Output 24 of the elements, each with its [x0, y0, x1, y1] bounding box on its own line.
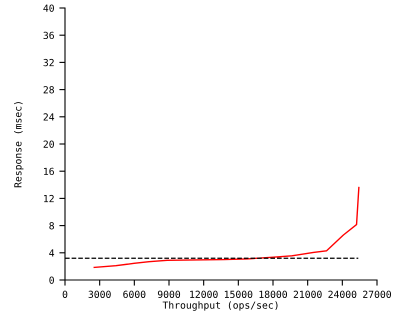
x-tick-label: 3000: [88, 290, 111, 298]
x-tick-label: 18000: [260, 290, 288, 298]
x-axis-title: Throughput (ops/sec): [162, 301, 278, 311]
y-tick-label: 20: [44, 140, 54, 148]
y-tick-label: 32: [44, 58, 54, 66]
y-tick-label: 0: [49, 276, 54, 284]
line-series: [94, 186, 360, 268]
x-tick-label: 15000: [224, 290, 252, 298]
x-tick-label: 21000: [294, 290, 322, 298]
y-tick-label: 28: [44, 86, 54, 94]
x-tick-label: 12000: [190, 290, 218, 298]
x-tick-label: 6000: [123, 290, 146, 298]
y-tick-label: 16: [44, 168, 54, 176]
x-tick-label: 27000: [363, 290, 392, 298]
y-tick-label: 4: [49, 249, 54, 257]
y-tick-label: 8: [49, 222, 54, 230]
x-tick-label: 9000: [158, 290, 180, 298]
y-tick-label: 36: [44, 32, 54, 40]
y-axis-title: Response (msec): [14, 102, 24, 188]
y-tick-label: 12: [44, 194, 54, 202]
y-tick-label: 40: [43, 4, 54, 12]
y-tick-label: 24: [44, 113, 54, 121]
x-tick-label: 0: [62, 290, 68, 298]
x-tick-label: 24000: [328, 290, 356, 298]
